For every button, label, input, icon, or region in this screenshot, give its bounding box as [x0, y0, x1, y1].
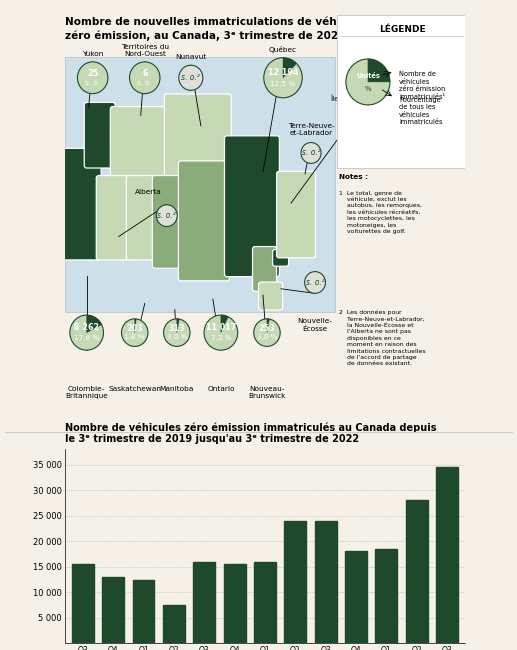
FancyBboxPatch shape — [110, 107, 169, 202]
Text: 3,0 %: 3,0 % — [166, 334, 187, 340]
Wedge shape — [87, 315, 102, 333]
FancyBboxPatch shape — [96, 176, 131, 260]
Text: s. o.²: s. o.² — [301, 148, 321, 157]
Text: 2  Les données pour
    Terre-Neuve-et-Labrador,
    la Nouvelle-Écosse et
    l: 2 Les données pour Terre-Neuve-et-Labrad… — [339, 309, 425, 367]
Text: Colombie-
Britannique: Colombie- Britannique — [65, 385, 108, 398]
Wedge shape — [283, 58, 297, 78]
Text: 8 262: 8 262 — [74, 323, 99, 332]
Text: 25: 25 — [87, 69, 98, 78]
Bar — [224, 564, 246, 644]
FancyBboxPatch shape — [84, 103, 115, 168]
Bar — [193, 562, 215, 644]
Circle shape — [204, 315, 238, 350]
Text: Île-du-Prince-
Édouard: Île-du-Prince- Édouard — [331, 96, 379, 110]
Wedge shape — [177, 319, 179, 333]
Text: 203: 203 — [127, 324, 143, 333]
Text: Ontario: Ontario — [207, 385, 235, 392]
Text: Terre-Neuve-
et-Labrador: Terre-Neuve- et-Labrador — [287, 124, 334, 136]
FancyBboxPatch shape — [65, 57, 335, 312]
Text: Québec: Québec — [269, 46, 297, 53]
Text: Nombre de nouvelles immatriculations de véhicules
zéro émission, au Canada, 3ᵉ t: Nombre de nouvelles immatriculations de … — [65, 17, 370, 41]
Bar — [345, 551, 367, 644]
Text: s. o.²: s. o.² — [157, 211, 176, 220]
Text: 12,5 %: 12,5 % — [270, 81, 296, 87]
Text: Nouveau-
Brunswick: Nouveau- Brunswick — [248, 385, 286, 398]
FancyBboxPatch shape — [337, 15, 467, 168]
Wedge shape — [135, 319, 136, 333]
Text: 1,8 %: 1,8 % — [125, 334, 145, 340]
Text: 1  Le total, genre de
    véhicule, exclut les
    autobus, les remorques,
    l: 1 Le total, genre de véhicule, exclut le… — [339, 190, 422, 234]
Wedge shape — [368, 59, 390, 82]
Circle shape — [264, 58, 302, 98]
Circle shape — [156, 205, 177, 226]
Bar — [163, 605, 185, 643]
Circle shape — [339, 115, 371, 149]
Text: Saskatchewan: Saskatchewan — [108, 385, 161, 392]
Text: %: % — [364, 86, 371, 92]
Text: s. o.²: s. o.² — [181, 73, 200, 83]
Text: Nombre de véhicules zéro émission immatriculés au Canada depuis
le 3ᵉ trimestre : Nombre de véhicules zéro émission immatr… — [65, 422, 436, 444]
Wedge shape — [221, 315, 228, 333]
Circle shape — [78, 62, 108, 94]
Text: Notes :: Notes : — [339, 174, 368, 180]
Circle shape — [305, 272, 326, 293]
Text: 253: 253 — [258, 324, 275, 333]
FancyBboxPatch shape — [178, 161, 230, 281]
Circle shape — [346, 59, 390, 105]
Bar — [284, 521, 306, 644]
Text: Unités: Unités — [356, 73, 380, 79]
Bar — [133, 580, 155, 643]
Text: s. o.: s. o. — [138, 80, 152, 86]
Text: Yukon: Yukon — [82, 51, 103, 57]
Text: Pourcentage
de tous les
véhicules
immatriculés: Pourcentage de tous les véhicules immatr… — [399, 97, 443, 125]
Circle shape — [130, 62, 160, 94]
Circle shape — [179, 65, 203, 90]
Circle shape — [301, 142, 321, 163]
Text: Territoires du
Nord-Ouest: Territoires du Nord-Ouest — [121, 44, 169, 57]
Text: s. o.: s. o. — [85, 80, 100, 86]
FancyBboxPatch shape — [258, 282, 283, 310]
FancyBboxPatch shape — [126, 176, 157, 260]
Circle shape — [163, 319, 190, 346]
Text: Nombre de
véhicules
zéro émission
immatriculés¹: Nombre de véhicules zéro émission immatr… — [399, 71, 446, 99]
Text: Nunavut: Nunavut — [175, 54, 206, 60]
Text: s. o.²: s. o.² — [306, 278, 325, 287]
Circle shape — [121, 319, 148, 346]
Circle shape — [254, 319, 280, 346]
Bar — [436, 467, 458, 644]
Text: 5,2 %: 5,2 % — [345, 135, 366, 140]
Text: 12 194: 12 194 — [268, 68, 298, 77]
Text: 3,0 %: 3,0 % — [256, 334, 277, 340]
Bar — [102, 577, 124, 644]
Text: 73: 73 — [349, 123, 361, 132]
Bar — [375, 549, 397, 644]
Text: Alberta: Alberta — [135, 188, 162, 195]
Bar — [406, 500, 428, 644]
Text: 313: 313 — [169, 324, 185, 333]
FancyBboxPatch shape — [252, 246, 277, 291]
Text: 11 017: 11 017 — [206, 323, 236, 332]
Circle shape — [70, 315, 103, 350]
Bar — [72, 564, 94, 644]
FancyBboxPatch shape — [224, 136, 279, 277]
Bar — [315, 521, 337, 644]
Text: Nouvelle-
Écosse: Nouvelle- Écosse — [298, 318, 332, 332]
Wedge shape — [355, 115, 360, 132]
Text: LÉGENDE: LÉGENDE — [379, 25, 425, 34]
Text: Manitoba: Manitoba — [160, 385, 194, 392]
FancyBboxPatch shape — [277, 172, 315, 258]
Text: 7,2 %: 7,2 % — [210, 335, 231, 341]
FancyBboxPatch shape — [272, 250, 288, 266]
FancyBboxPatch shape — [62, 148, 101, 260]
Text: 17,6 %: 17,6 % — [74, 335, 99, 341]
FancyBboxPatch shape — [164, 94, 231, 214]
FancyBboxPatch shape — [153, 176, 183, 268]
Bar — [254, 562, 276, 644]
Wedge shape — [267, 319, 269, 333]
Text: 6: 6 — [142, 69, 147, 78]
